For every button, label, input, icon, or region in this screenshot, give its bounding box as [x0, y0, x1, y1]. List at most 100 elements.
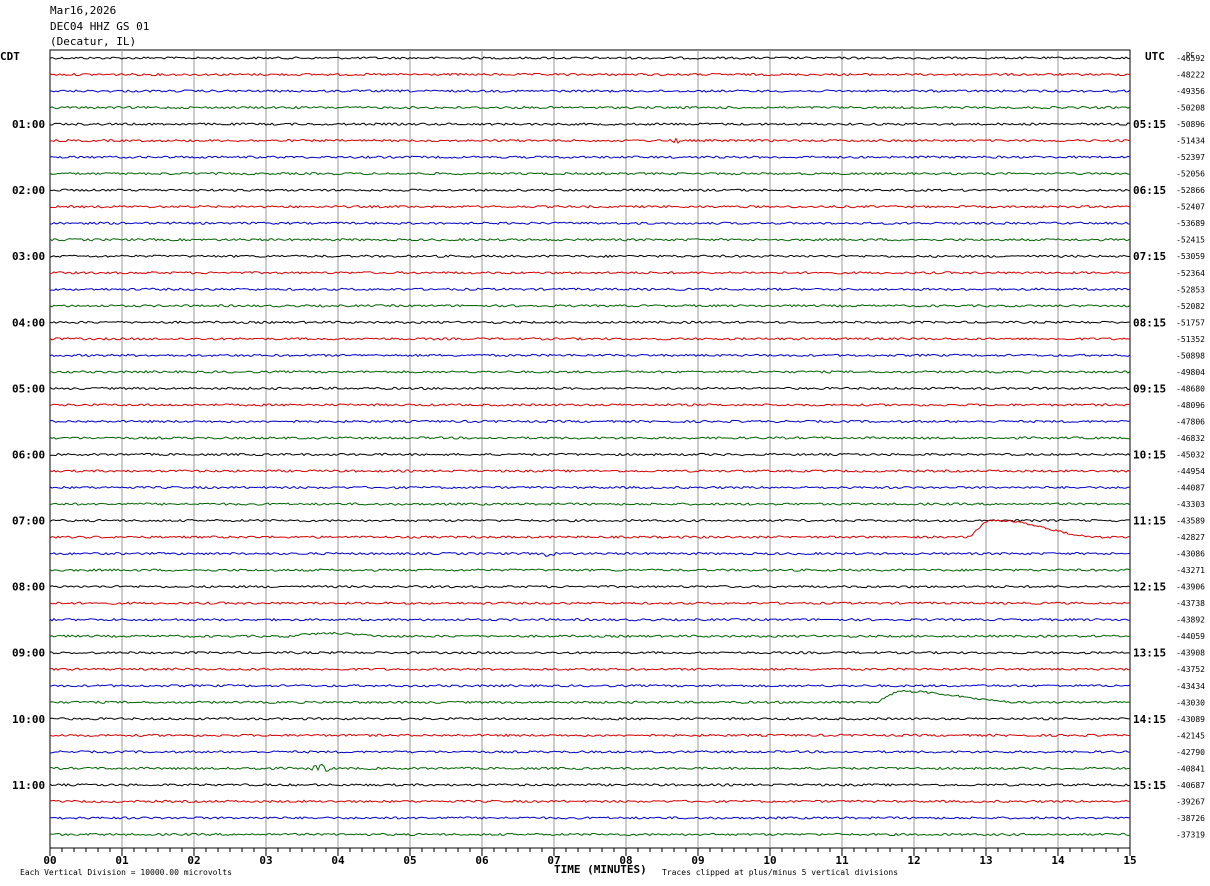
- trace-row: [49, 122, 1131, 126]
- trace-row: [49, 485, 1131, 490]
- x-tick-label: 04: [331, 854, 345, 867]
- dc-offset-label: -43589: [1176, 517, 1205, 526]
- dc-offset-label: -43271: [1176, 566, 1205, 575]
- left-time-label: 11:00: [12, 779, 45, 792]
- x-tick-label: 11: [835, 854, 849, 867]
- right-time-label: 12:15: [1133, 581, 1166, 594]
- dc-offset-label: -42790: [1176, 748, 1205, 757]
- dc-offset-label: -52415: [1176, 236, 1205, 245]
- trace-row: [49, 419, 1131, 424]
- dc-offset-label: -45032: [1176, 450, 1205, 459]
- right-time-label: 06:15: [1133, 184, 1166, 197]
- left-time-label: 01:00: [12, 118, 45, 131]
- x-tick-label: 02: [187, 854, 200, 867]
- trace-row: [49, 188, 1131, 192]
- trace-row: [49, 469, 1131, 473]
- trace-row: [49, 237, 1131, 242]
- dc-offset-label: -52082: [1176, 302, 1205, 311]
- dc-offset-label: -43738: [1176, 599, 1205, 608]
- dc-offset-label: -52866: [1176, 186, 1205, 195]
- x-tick-label: 10: [763, 854, 776, 867]
- dc-offset-label: -50898: [1176, 351, 1205, 360]
- footer-left-note: Each Vertical Division = 10000.00 microv…: [20, 868, 232, 877]
- dc-offset-label: -43089: [1176, 715, 1205, 724]
- dc-offset-label: -53059: [1176, 252, 1205, 261]
- dc-offset-label: -52853: [1176, 285, 1205, 294]
- trace-row: [49, 799, 1131, 804]
- dc-offset-label: -49356: [1176, 87, 1205, 96]
- x-tick-label: 01: [115, 854, 129, 867]
- dc-offset-label: -43030: [1176, 698, 1205, 707]
- dc-offset-label: -48680: [1176, 384, 1205, 393]
- dc-offset-label: -52056: [1176, 170, 1205, 179]
- trace-row: [49, 601, 1131, 605]
- trace-row: [49, 617, 1131, 622]
- dc-offset-label: -50896: [1176, 120, 1205, 129]
- dc-offset-label: -43086: [1176, 550, 1205, 559]
- dc-offset-label: -43303: [1176, 500, 1205, 509]
- trace-row: [49, 689, 1131, 704]
- dc-offset-label: -37319: [1176, 830, 1205, 839]
- dc-offset-label: -47806: [1176, 417, 1205, 426]
- right-time-label: 08:15: [1133, 316, 1166, 329]
- dc-offset-label: -42145: [1176, 731, 1205, 740]
- trace-row: [49, 287, 1131, 292]
- right-time-label: 09:15: [1133, 382, 1166, 395]
- dc-offset-label: -43906: [1176, 583, 1205, 592]
- left-time-label: 06:00: [12, 448, 45, 461]
- dc-offset-label: -49804: [1176, 368, 1205, 377]
- dc-offset-label: -39267: [1176, 797, 1205, 806]
- trace-row: [49, 137, 1131, 144]
- left-time-label: 03:00: [12, 250, 45, 263]
- dc-offset-label: -53689: [1176, 219, 1205, 228]
- dc-offset-label: -40687: [1176, 781, 1205, 790]
- x-axis-label: TIME (MINUTES): [554, 863, 647, 876]
- trace-row: [49, 519, 1131, 539]
- x-tick-label: 09: [691, 854, 704, 867]
- dc-offset-label: -52407: [1176, 203, 1205, 212]
- right-time-label: 07:15: [1133, 250, 1166, 263]
- trace-row: [49, 452, 1131, 457]
- dc-label: DC: [1186, 51, 1194, 59]
- left-time-label: 04:00: [12, 316, 45, 329]
- left-zone-label: CDT: [0, 50, 20, 63]
- header-station: DEC04 HHZ GS 01: [50, 20, 150, 33]
- trace-row: [49, 337, 1131, 341]
- dc-offset-label: -38726: [1176, 814, 1205, 823]
- trace-row: [49, 353, 1131, 358]
- dc-offset-label: -43752: [1176, 665, 1205, 674]
- header-date: Mar16,2026: [50, 4, 117, 17]
- trace-row: [49, 750, 1131, 754]
- x-tick-label: 13: [979, 854, 992, 867]
- plot-frame: [49, 49, 1131, 849]
- trace-row: [49, 551, 1131, 557]
- trace-row: [49, 204, 1131, 209]
- right-time-label: 15:15: [1133, 779, 1166, 792]
- x-tick-label: 05: [403, 854, 416, 867]
- trace-row: [49, 56, 1131, 60]
- header-location: (Decatur, IL): [50, 35, 137, 48]
- left-time-label: 05:00: [12, 382, 45, 395]
- trace-row: [49, 72, 1131, 77]
- x-tick-label: 14: [1051, 854, 1065, 867]
- trace-row: [49, 436, 1131, 440]
- trace-row: [49, 502, 1131, 506]
- left-time-label: 09:00: [12, 647, 45, 660]
- x-tick-label: 12: [907, 854, 920, 867]
- trace-row: [49, 733, 1131, 738]
- traces: [49, 56, 1131, 837]
- right-time-label: 11:15: [1133, 515, 1166, 528]
- dc-offset-label: -52364: [1176, 269, 1205, 278]
- trace-row: [49, 155, 1131, 159]
- dc-offset-label: -51434: [1176, 137, 1205, 146]
- footer-right-note: Traces clipped at plus/minus 5 vertical …: [662, 868, 898, 877]
- trace-row: [49, 832, 1131, 837]
- dc-offset-label: -44059: [1176, 632, 1205, 641]
- dc-offset-label: -40841: [1176, 764, 1205, 773]
- dc-offset-label: -50208: [1176, 104, 1205, 113]
- trace-row: [49, 568, 1131, 572]
- trace-row: [49, 667, 1131, 672]
- trace-row: [49, 717, 1131, 721]
- trace-row: [49, 683, 1131, 688]
